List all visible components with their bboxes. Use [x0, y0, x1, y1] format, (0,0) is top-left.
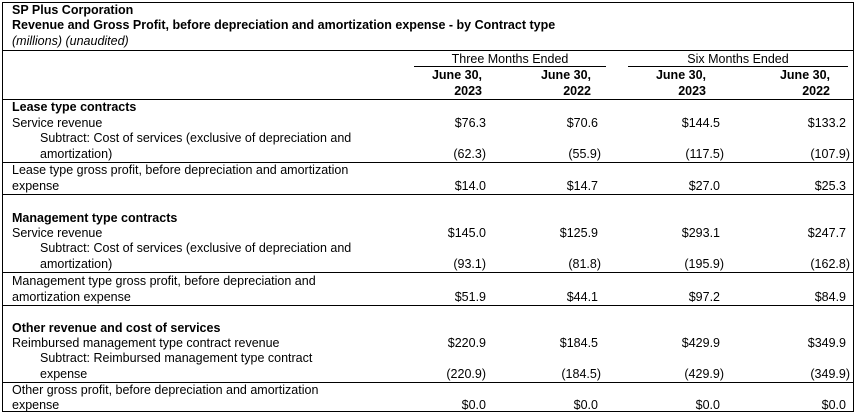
- lease-heading: Lease type contracts: [12, 100, 137, 114]
- other-gross-col3: $0.0: [695, 398, 720, 412]
- other-revenue-col3: $429.9: [681, 336, 720, 350]
- col-1-year: 2023: [454, 84, 482, 98]
- other-cost-label-1: Subtract: Reimbursed management type con…: [40, 351, 313, 365]
- lease-service-revenue-col1: $76.3: [454, 116, 486, 130]
- period-underline-three: [414, 66, 606, 67]
- other-cost-col3: (429.9): [684, 367, 724, 381]
- lease-divider: [3, 162, 853, 163]
- period-three-months: Three Months Ended: [451, 52, 569, 66]
- management-divider: [3, 272, 853, 273]
- period-underline-six: [628, 66, 848, 67]
- other-divider: [3, 382, 853, 383]
- management-gross-label-2: amortization expense: [12, 290, 131, 304]
- other-gross-col2: $0.0: [573, 398, 598, 412]
- management-cost-col1: (93.1): [453, 257, 486, 271]
- col-1-date: June 30,: [431, 68, 482, 82]
- lease-cost-col2: (55.9): [568, 147, 601, 161]
- other-gross-label-2: expense: [12, 398, 60, 412]
- col-4-date: June 30,: [779, 68, 830, 82]
- management-service-revenue-col3: $293.1: [681, 226, 720, 240]
- header-divider: [3, 50, 853, 51]
- period-six-months: Six Months Ended: [687, 52, 789, 66]
- company-name: SP Plus Corporation: [12, 3, 134, 17]
- management-gross-label-1: Management type gross profit, before dep…: [12, 274, 316, 288]
- col-4-year: 2022: [802, 84, 830, 98]
- other-gross-col1: $0.0: [461, 398, 486, 412]
- other-cost-col2: (184.5): [561, 367, 601, 381]
- lease-gross-col1: $14.0: [454, 179, 486, 193]
- management-gross-col2: $44.1: [566, 290, 598, 304]
- lease-service-revenue-col2: $70.6: [566, 116, 598, 130]
- lease-gross-label-2: expense: [12, 179, 60, 193]
- col-2-year: 2022: [563, 84, 591, 98]
- other-revenue-col1: $220.9: [447, 336, 486, 350]
- management-cost-label-2: amortization): [40, 257, 113, 271]
- col-2-date: June 30,: [540, 68, 591, 82]
- lease-gross-col2: $14.7: [566, 179, 598, 193]
- table-subtitle: (millions) (unaudited): [12, 34, 129, 48]
- lease-service-revenue-col4: $133.2: [807, 116, 846, 130]
- other-revenue-col2: $184.5: [559, 336, 598, 350]
- other-cost-col4: (349.9): [810, 367, 850, 381]
- management-cost-label-1: Subtract: Cost of services (exclusive of…: [40, 241, 352, 255]
- lease-gross-divider: [3, 194, 853, 195]
- management-heading: Management type contracts: [12, 211, 178, 225]
- management-gross-col1: $51.9: [454, 290, 486, 304]
- management-service-revenue-col1: $145.0: [447, 226, 486, 240]
- other-revenue-label: Reimbursed management type contract reve…: [12, 336, 280, 350]
- management-service-revenue-col4: $247.7: [807, 226, 846, 240]
- lease-service-revenue-col3: $144.5: [681, 116, 720, 130]
- management-gross-col4: $84.9: [814, 290, 846, 304]
- other-gross-label-1: Other gross profit, before depreciation …: [12, 383, 319, 397]
- management-cost-col4: (162.8): [810, 257, 850, 271]
- table-title: Revenue and Gross Profit, before depreci…: [12, 18, 556, 32]
- lease-gross-col4: $25.3: [814, 179, 846, 193]
- management-cost-col3: (195.9): [684, 257, 724, 271]
- lease-gross-col3: $27.0: [688, 179, 720, 193]
- lease-cost-col4: (107.9): [810, 147, 850, 161]
- management-gross-col3: $97.2: [688, 290, 720, 304]
- lease-cost-col3: (117.5): [685, 147, 724, 161]
- lease-service-revenue-label: Service revenue: [12, 116, 103, 130]
- management-service-revenue-col2: $125.9: [559, 226, 598, 240]
- lease-cost-col1: (62.3): [453, 147, 486, 161]
- management-gross-divider: [3, 305, 853, 306]
- other-heading: Other revenue and cost of services: [12, 321, 221, 335]
- management-service-revenue-label: Service revenue: [12, 226, 103, 240]
- lease-cost-label-2: amortization): [40, 147, 113, 161]
- lease-gross-label-1: Lease type gross profit, before deprecia…: [12, 163, 349, 177]
- lease-cost-label-1: Subtract: Cost of services (exclusive of…: [40, 131, 352, 145]
- column-header-divider: [3, 99, 853, 100]
- management-cost-col2: (81.8): [568, 257, 601, 271]
- other-revenue-col4: $349.9: [807, 336, 846, 350]
- other-gross-col4: $0.0: [821, 398, 846, 412]
- col-3-date: June 30,: [655, 68, 706, 82]
- other-cost-label-2: expense: [40, 367, 88, 381]
- col-3-year: 2023: [678, 84, 706, 98]
- other-cost-col1: (220.9): [446, 367, 486, 381]
